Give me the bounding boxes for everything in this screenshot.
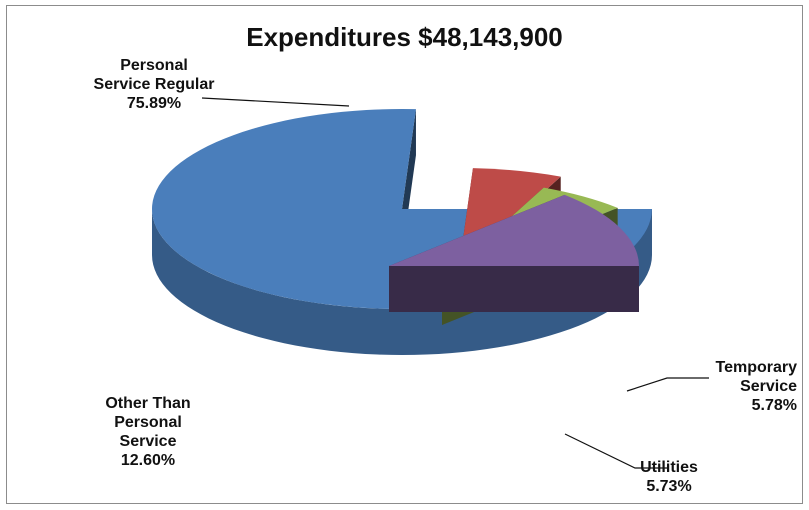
slice-percent: 12.60%	[120, 452, 176, 469]
pie-chart	[152, 97, 709, 469]
slice-label-line: Service	[119, 433, 177, 450]
slice-percent: 5.73%	[646, 478, 692, 495]
chart-title: Expenditures $48,143,900	[246, 22, 563, 52]
slice-cut-face-other-than-personal-service	[389, 266, 639, 312]
slice-label-temporary-service: Temporary Service 5.78%	[687, 358, 797, 415]
chart-frame: Expenditures $48,143,900 Personal Servic…	[6, 5, 803, 504]
slice-label-line: Utilities	[640, 459, 698, 476]
slice-label-utilities: Utilities 5.73%	[619, 458, 719, 496]
slice-label-personal-service-regular: Personal Service Regular 75.89%	[69, 56, 239, 113]
slice-label-other-than-personal-service: Other Than Personal Service 12.60%	[83, 394, 213, 470]
slice-label-line: Other Than	[105, 395, 191, 412]
slice-label-line: Service	[740, 378, 797, 395]
slice-label-line: Temporary	[715, 359, 797, 376]
slice-label-line: Service Regular	[93, 76, 215, 93]
slice-percent: 75.89%	[126, 95, 182, 112]
slice-side-personal-service-regular	[152, 209, 652, 355]
leader-line-utilities	[564, 433, 667, 469]
slice-label-line: Personal	[114, 414, 182, 431]
slice-top-other-than-personal-service	[389, 194, 639, 266]
leader-line-temporary-service	[626, 377, 709, 392]
slice-percent: 5.78%	[751, 397, 797, 414]
slice-label-line: Personal	[120, 57, 188, 74]
leader-line-personal-service-regular	[201, 97, 350, 107]
